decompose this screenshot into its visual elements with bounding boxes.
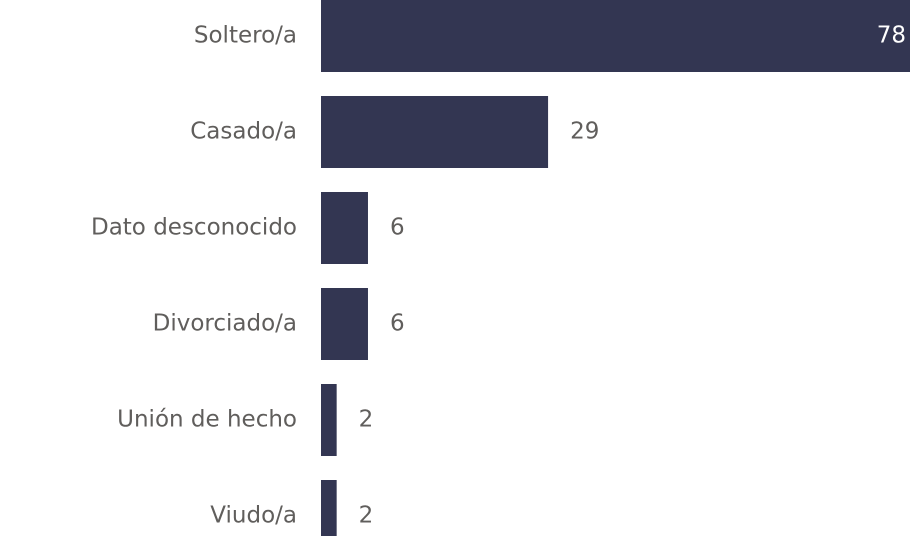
category-label: Soltero/a <box>194 23 297 49</box>
data-label: 2 <box>359 503 374 529</box>
bar <box>321 384 337 456</box>
category-label: Casado/a <box>190 119 297 145</box>
category-label: Dato desconocido <box>91 215 297 241</box>
bar <box>321 288 368 360</box>
category-label: Divorciado/a <box>153 311 297 337</box>
bar <box>321 96 549 168</box>
bar <box>321 480 337 536</box>
category-label: Unión de hecho <box>117 407 297 433</box>
data-label: 6 <box>390 215 405 241</box>
data-label: 6 <box>390 311 405 337</box>
data-label: 78 <box>877 23 906 49</box>
bar <box>321 192 368 264</box>
data-label: 2 <box>359 407 374 433</box>
bar <box>321 0 910 72</box>
data-label: 29 <box>570 119 599 145</box>
category-label: Viudo/a <box>210 503 297 529</box>
